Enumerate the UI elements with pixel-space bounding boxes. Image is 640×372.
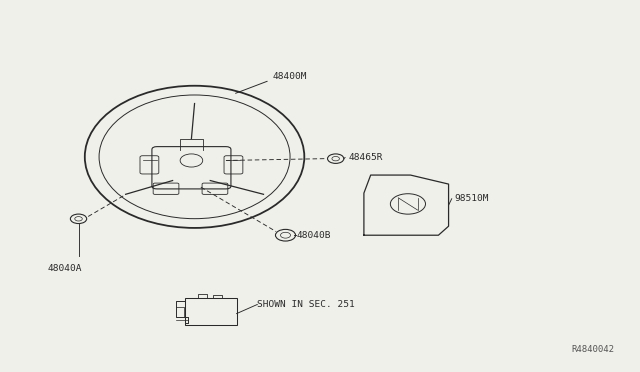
Text: 48040A: 48040A <box>47 264 82 273</box>
Text: 48465R: 48465R <box>348 153 383 162</box>
Text: SHOWN IN SEC. 251: SHOWN IN SEC. 251 <box>257 300 355 309</box>
Text: 98510M: 98510M <box>455 194 490 203</box>
Text: 48040B: 48040B <box>297 231 332 240</box>
Text: 48400M: 48400M <box>273 72 307 81</box>
Text: R4840042: R4840042 <box>572 345 615 354</box>
Bar <box>185 298 237 324</box>
